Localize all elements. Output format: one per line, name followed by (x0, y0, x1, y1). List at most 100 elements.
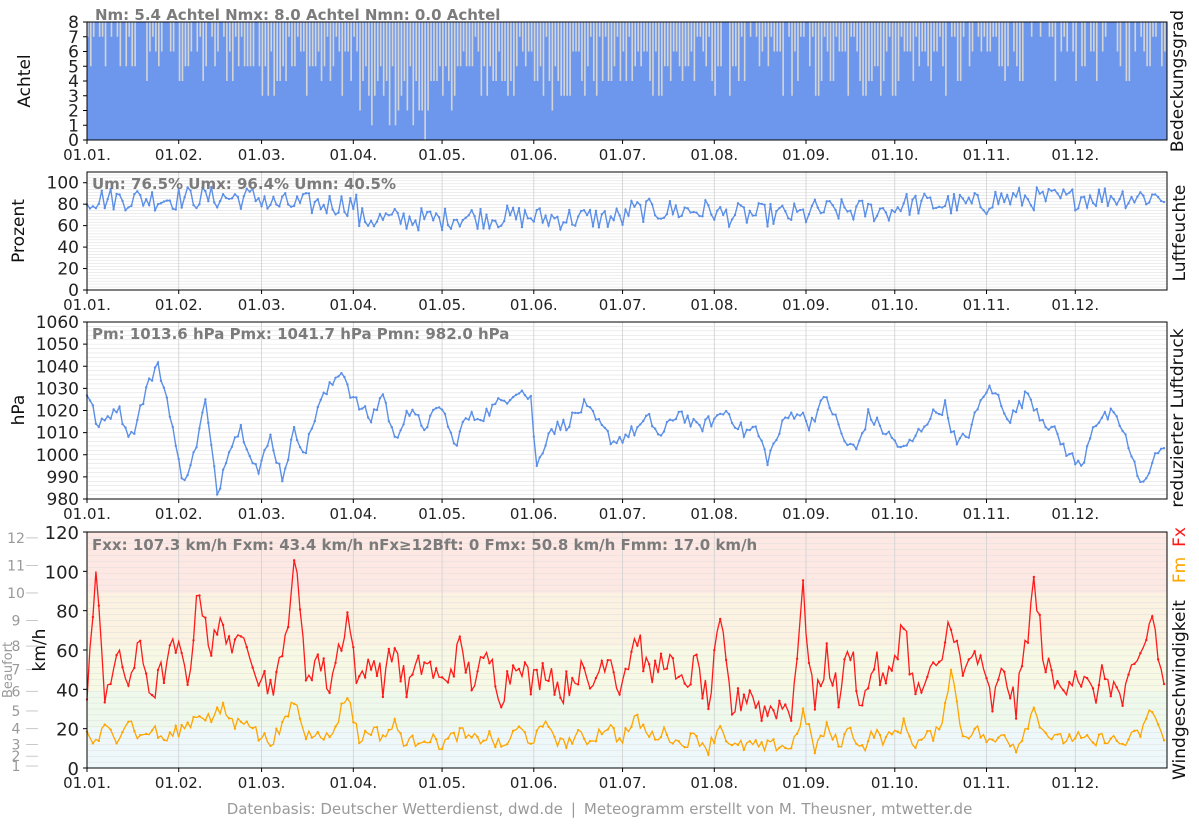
pressure-point (479, 418, 482, 422)
wind-point-Fx (547, 679, 550, 683)
wind-point-Fx (884, 682, 888, 685)
pressure-point (159, 379, 163, 383)
cloud-bar (779, 22, 781, 52)
wind-point-Fm (269, 744, 272, 748)
wind-point-Fm (594, 740, 598, 743)
cloud-bar (1072, 22, 1074, 52)
humidity-point (574, 224, 577, 227)
cloud-bar (521, 22, 524, 52)
humidity-point (1006, 193, 1009, 197)
wind-point-Fx (322, 657, 325, 660)
humidity-point (266, 207, 269, 210)
wind-point-Fm (257, 739, 260, 742)
pressure-point (275, 461, 278, 464)
y-tick-label: 4 (68, 72, 79, 92)
pressure-point (606, 429, 609, 433)
pressure-point (171, 425, 175, 429)
humidity-point (355, 193, 358, 196)
humidity-point (133, 192, 136, 196)
cloud-bar (513, 22, 515, 96)
x-tick-label: 01.06. (510, 774, 558, 792)
pressure-point (289, 438, 293, 441)
pressure-point (257, 472, 260, 475)
cloud-bar (933, 22, 935, 52)
wind-point-Fx (991, 710, 994, 713)
cloud-bar (862, 22, 864, 96)
wind-point-Fx (724, 658, 728, 662)
wind-point-Fx (168, 644, 172, 647)
humidity-point (1065, 193, 1068, 196)
pressure-point (1091, 426, 1095, 429)
humidity-point (869, 203, 873, 206)
pressure-point (846, 443, 849, 447)
wind-point-Fx (695, 653, 698, 656)
humidity-point (124, 209, 127, 212)
wind-point-Fx (707, 707, 710, 711)
wind-point-Fm (310, 736, 314, 739)
humidity-point (775, 209, 778, 213)
wind-point-Fx (1074, 670, 1077, 673)
wind-point-Fm (168, 731, 172, 734)
humidity-point (816, 206, 820, 209)
cloud-bar (202, 22, 204, 81)
cloud-bar (743, 22, 746, 81)
y-tick-label: 0 (68, 759, 79, 780)
beaufort-tick-label: 3 (12, 737, 21, 753)
y-tick-label: 3 (68, 87, 79, 107)
wind-point-Fm (949, 668, 953, 672)
pressure-point (375, 408, 379, 412)
wind-point-Fm (1139, 735, 1142, 738)
pressure-point (464, 417, 467, 420)
wind-point-Fx (701, 697, 704, 700)
cloud-bar (942, 22, 944, 67)
humidity-point (1121, 190, 1124, 193)
pressure-point (94, 422, 98, 425)
humidity-point (1077, 207, 1080, 210)
wind-point-Fx (446, 681, 450, 684)
pressure-point (689, 424, 692, 428)
cloud-bar (439, 22, 441, 67)
humidity-point (532, 220, 535, 223)
wind-point-Fx (837, 706, 840, 709)
cloud-bar (566, 22, 568, 96)
wind-point-Fm (470, 736, 473, 739)
x-tick-label: 01.07. (599, 296, 647, 314)
wind-point-Fx (730, 713, 734, 716)
cloud-bar (359, 22, 361, 111)
pressure-point (284, 467, 287, 470)
wind-point-Fx (358, 675, 361, 678)
wind-point-Fx (1056, 679, 1059, 683)
humidity-point (159, 202, 163, 205)
wind-point-Fm (423, 740, 426, 743)
pressure-point (1151, 461, 1154, 465)
wind-point-Fx (1008, 696, 1012, 700)
humidity-point (295, 195, 299, 198)
humidity-point (118, 193, 121, 196)
humidity-point (319, 207, 322, 211)
cloud-bar (817, 22, 820, 96)
cloud-bar (696, 22, 699, 37)
wind-point-Fx (334, 661, 337, 665)
wind-point-Fm (245, 720, 248, 723)
cloud-bar (199, 22, 202, 37)
cloud-bar (853, 22, 855, 37)
humidity-point (861, 199, 864, 202)
humidity-point (464, 216, 467, 219)
wind-point-Fx (529, 693, 533, 696)
cloud-bar (634, 22, 636, 67)
cloud-bar (270, 22, 273, 52)
cloud-bar (681, 22, 684, 81)
pressure-point (961, 432, 965, 435)
cloud-bar (1164, 22, 1166, 52)
pressure-point (766, 463, 769, 467)
humidity-point (825, 200, 828, 203)
pressure-point (837, 423, 840, 426)
pressure-point (355, 396, 358, 399)
cloud-bar (912, 22, 915, 81)
wind-point-Fx (411, 673, 414, 676)
pressure-point (1115, 415, 1118, 418)
wind-point-Fm (997, 736, 1000, 739)
wind-point-Fm (813, 751, 817, 755)
pressure-point (532, 435, 535, 438)
